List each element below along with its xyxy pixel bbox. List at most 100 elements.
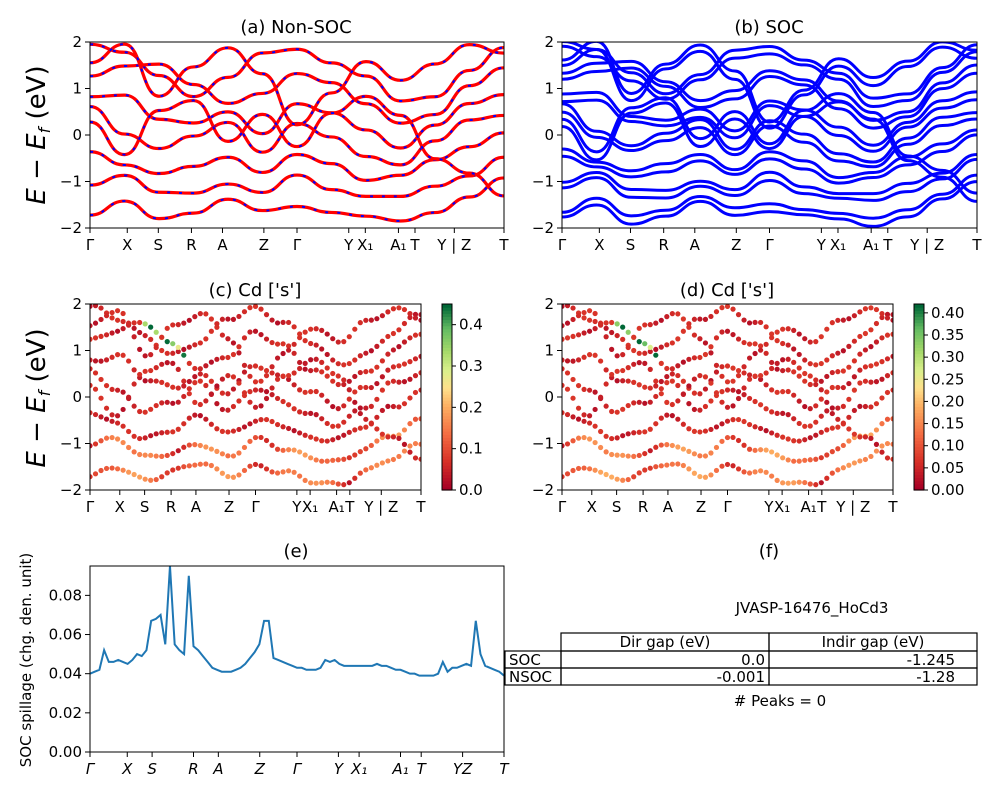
colorbar-segment	[914, 483, 924, 488]
projection-point	[407, 314, 413, 321]
colorbar-segment	[442, 483, 452, 488]
panel-a-title: (a) Non-SOC	[240, 17, 351, 38]
projection-point	[702, 316, 709, 322]
projection-point	[114, 317, 121, 323]
projection-point	[868, 379, 874, 385]
projection-point	[120, 318, 126, 325]
colorbar-segment	[914, 310, 924, 314]
projection-point	[324, 398, 330, 404]
projection-point	[164, 360, 170, 366]
projection-point	[170, 467, 176, 473]
projection-point	[769, 449, 775, 455]
projection-point	[562, 304, 565, 309]
projection-point	[286, 402, 292, 408]
band-line-soc	[562, 92, 977, 195]
projection-point	[148, 452, 154, 458]
projection-point	[653, 383, 659, 389]
projection-point	[807, 339, 813, 345]
projection-point	[824, 452, 830, 458]
projection-point	[92, 335, 99, 341]
ytick-label: −1	[532, 173, 554, 191]
projection-point	[203, 416, 209, 422]
ytick-label: 2	[72, 33, 82, 51]
colorbar-segment	[442, 434, 452, 438]
projection-point	[352, 475, 358, 481]
xtick-label: T	[882, 236, 893, 254]
projection-point	[131, 449, 137, 455]
projection-point	[840, 442, 846, 449]
projection-point	[763, 341, 769, 347]
colorbar-segment	[442, 369, 452, 373]
projection-point	[603, 449, 609, 455]
projection-point	[774, 410, 780, 416]
projection-point	[631, 361, 637, 367]
table-cell-nsoc-dir: -0.001	[717, 668, 765, 686]
projection-point	[719, 421, 725, 427]
projection-point	[186, 360, 192, 366]
panel-e: (e) SOC spillage (chg. den. unit) 0.000.…	[17, 541, 510, 778]
projection-point	[379, 460, 385, 466]
projection-point	[746, 421, 753, 428]
projection-point	[691, 406, 698, 413]
projection-point	[609, 474, 615, 480]
colorbar-segment	[914, 331, 924, 336]
projection-point	[401, 441, 408, 447]
colorbar-segment	[442, 455, 452, 460]
colorbar-segment	[442, 474, 452, 479]
projection-point	[407, 449, 413, 455]
projection-point	[379, 338, 385, 344]
projection-point	[247, 329, 253, 335]
projection-point	[890, 387, 893, 393]
projection-point	[341, 377, 347, 383]
projection-point	[620, 336, 626, 342]
projection-point	[368, 403, 374, 409]
colorbar-segment	[442, 409, 452, 414]
projection-point	[691, 451, 698, 457]
projection-point	[873, 306, 880, 313]
colorbar-segment	[442, 397, 452, 401]
xtick-label: T	[498, 236, 509, 254]
panel-b-yticks: 2 1 0 −1 −2	[532, 33, 562, 237]
xtick-label: S	[154, 236, 164, 254]
projection-point	[562, 474, 565, 480]
projection-point	[879, 449, 885, 455]
projection-point	[752, 341, 758, 347]
projection-point	[829, 369, 835, 376]
projection-point	[148, 433, 154, 439]
projection-point	[153, 329, 159, 335]
projection-point	[631, 379, 637, 385]
projection-point	[884, 389, 891, 396]
projection-point	[658, 317, 664, 323]
projection-point	[197, 413, 203, 419]
projection-point	[324, 365, 330, 371]
projection-point	[236, 472, 242, 478]
colorbar-segment	[442, 338, 452, 342]
projection-point	[851, 431, 857, 437]
colorbar-segment	[442, 393, 452, 398]
projection-point	[401, 306, 408, 313]
projection-point	[230, 403, 237, 410]
projection-point	[219, 376, 225, 382]
xtick-label: R	[658, 236, 668, 254]
projection-point	[564, 370, 571, 376]
projection-point	[570, 305, 576, 311]
projection-point	[890, 441, 893, 447]
table-cell	[560, 650, 770, 669]
projection-point	[114, 420, 121, 426]
panel-e-xticks: Γ X S R A Z Γ Y X₁ A₁ T YZ T	[86, 752, 510, 778]
projection-point	[884, 356, 891, 362]
projection-point	[126, 469, 132, 475]
projection-point	[247, 463, 253, 469]
projection-point	[313, 356, 319, 362]
projection-point	[592, 389, 598, 395]
projection-point	[396, 404, 402, 410]
projection-point	[785, 326, 791, 332]
projection-point	[170, 384, 176, 390]
projection-point	[697, 354, 703, 361]
projection-point	[818, 378, 824, 384]
projection-point	[241, 424, 248, 430]
projection-point	[746, 320, 753, 326]
projection-point	[258, 403, 264, 409]
projection-point	[170, 322, 176, 328]
projection-point	[741, 364, 747, 370]
